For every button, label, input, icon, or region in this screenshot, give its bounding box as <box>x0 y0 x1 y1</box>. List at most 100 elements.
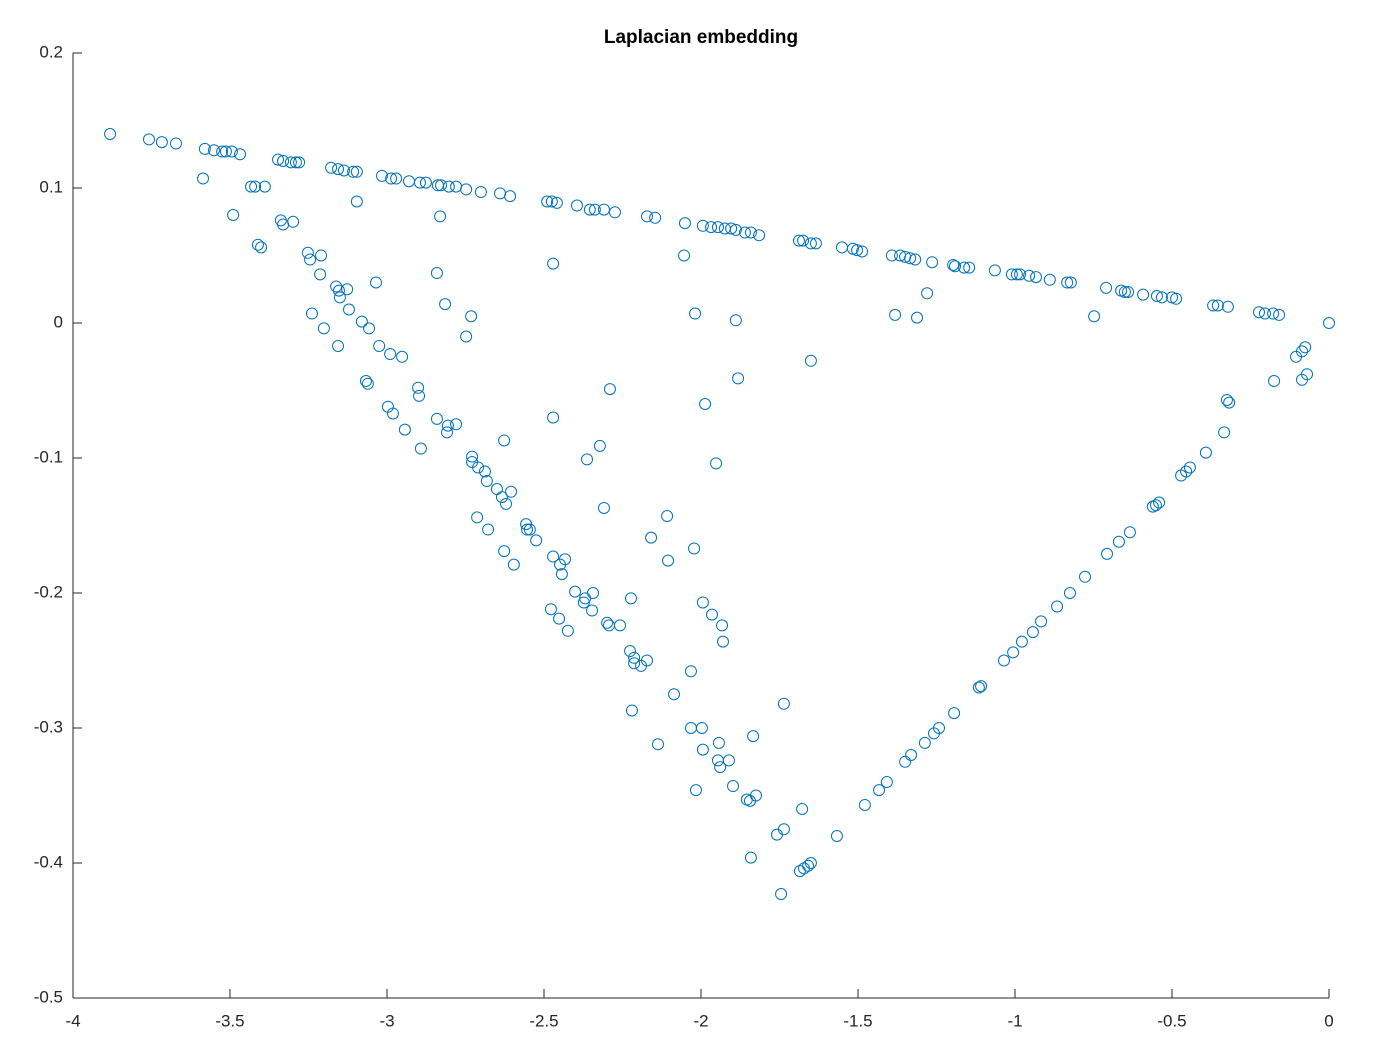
point <box>547 411 560 424</box>
point <box>466 450 479 463</box>
point <box>873 784 886 797</box>
point <box>530 534 543 547</box>
point <box>625 704 638 717</box>
y-tick-label: 0 <box>54 312 63 331</box>
point <box>797 234 810 247</box>
point <box>555 568 568 581</box>
point <box>430 412 443 425</box>
point <box>289 156 302 169</box>
point <box>1015 635 1028 648</box>
point <box>747 730 760 743</box>
x-tick-label: -3.5 <box>215 1011 244 1030</box>
point <box>478 465 491 478</box>
point <box>274 214 287 227</box>
point <box>413 176 426 189</box>
point <box>550 196 563 209</box>
point <box>277 218 290 231</box>
y-tick-label: 0.2 <box>39 42 63 61</box>
point <box>317 322 330 335</box>
point <box>494 187 507 200</box>
point <box>770 828 783 841</box>
point <box>272 153 285 166</box>
point <box>332 284 345 297</box>
point <box>688 542 701 555</box>
point <box>975 680 988 693</box>
point <box>640 654 653 667</box>
point <box>645 531 658 544</box>
point <box>341 283 354 296</box>
point <box>608 206 621 219</box>
point <box>732 372 745 385</box>
point <box>1112 535 1125 548</box>
point <box>597 501 610 514</box>
point <box>597 203 610 216</box>
point <box>689 784 702 797</box>
point <box>777 823 790 836</box>
point <box>442 180 455 193</box>
point <box>196 172 209 185</box>
x-tick-label: -2 <box>693 1011 708 1030</box>
point <box>169 137 182 150</box>
point <box>1051 600 1064 613</box>
point <box>343 303 356 316</box>
point <box>439 298 452 311</box>
point <box>1010 268 1023 281</box>
x-tick-label: -1 <box>1007 1011 1022 1030</box>
point <box>284 156 297 169</box>
point <box>696 596 709 609</box>
point <box>716 635 729 648</box>
point <box>1064 276 1077 289</box>
point <box>1170 292 1183 305</box>
point <box>581 453 594 466</box>
point <box>1137 288 1150 301</box>
point <box>431 179 444 192</box>
point <box>729 223 742 236</box>
point <box>498 434 511 447</box>
point <box>802 859 815 872</box>
point <box>586 587 599 599</box>
point <box>988 264 1001 277</box>
point <box>1221 300 1234 313</box>
point <box>711 221 724 234</box>
point <box>305 307 318 320</box>
point <box>710 457 723 470</box>
point <box>507 558 520 571</box>
point <box>480 474 493 487</box>
point <box>1023 269 1036 282</box>
point <box>640 210 653 223</box>
point <box>1258 307 1271 320</box>
point <box>258 180 271 193</box>
point <box>738 226 751 239</box>
point <box>216 145 229 158</box>
point <box>998 654 1011 667</box>
point <box>949 260 962 273</box>
point <box>684 665 697 678</box>
x-tick-label: -4 <box>65 1011 80 1030</box>
point <box>1268 375 1281 388</box>
point <box>495 491 508 504</box>
point <box>370 276 383 289</box>
point <box>384 348 397 361</box>
point <box>1118 285 1131 298</box>
point <box>569 585 582 598</box>
point <box>583 203 596 216</box>
point <box>649 211 662 224</box>
point <box>287 215 300 228</box>
point <box>602 619 615 632</box>
point <box>1030 271 1043 284</box>
point <box>1101 547 1114 560</box>
x-tick-label: -3 <box>379 1011 394 1030</box>
point <box>1218 426 1231 439</box>
point <box>1014 268 1027 281</box>
point <box>1122 285 1135 298</box>
point <box>667 688 680 701</box>
point <box>419 176 432 189</box>
point <box>385 172 398 185</box>
point <box>696 743 709 756</box>
y-tick-label: 0.1 <box>39 177 63 196</box>
point <box>958 261 971 274</box>
point <box>909 253 922 266</box>
point <box>225 145 238 158</box>
point <box>796 803 809 815</box>
